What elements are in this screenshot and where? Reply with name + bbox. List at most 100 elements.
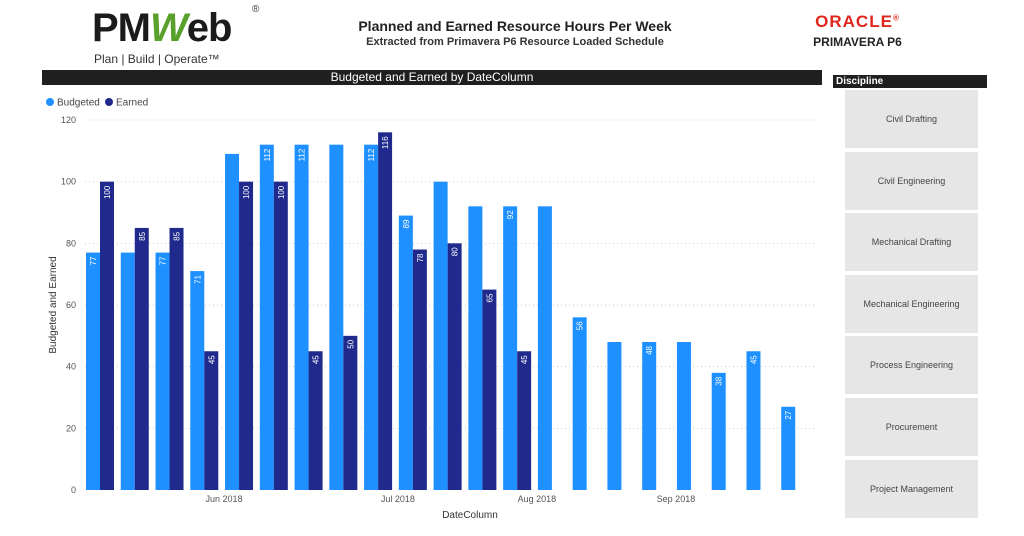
discipline-slicer-header: Discipline <box>833 75 987 88</box>
legend-budgeted-label: Budgeted <box>57 98 100 109</box>
budgeted-bar <box>433 181 448 490</box>
y-tick-label: 0 <box>71 485 76 495</box>
earned-bar <box>412 249 427 490</box>
earned-bar <box>169 227 184 490</box>
y-tick-label: 40 <box>66 362 76 372</box>
x-tick-label: Aug 2018 <box>518 494 557 504</box>
budgeted-data-label: 71 <box>193 275 202 284</box>
y-tick-label: 100 <box>61 177 76 187</box>
logo-w-text: W <box>150 6 188 50</box>
earned-bar <box>134 227 149 490</box>
budgeted-bar <box>225 153 240 490</box>
budgeted-bar <box>398 215 413 490</box>
earned-data-label: 85 <box>138 231 147 240</box>
y-tick-label: 120 <box>61 115 76 125</box>
budgeted-data-label: 45 <box>749 355 758 364</box>
earned-bar <box>447 243 462 490</box>
discipline-item[interactable]: Mechanical Engineering <box>845 274 978 333</box>
y-tick-label: 80 <box>66 238 76 248</box>
earned-data-label: 45 <box>312 355 321 364</box>
budgeted-data-label: 77 <box>89 256 98 265</box>
x-axis-label: DateColumn <box>442 510 498 521</box>
budgeted-data-label: 112 <box>263 148 272 161</box>
earned-data-label: 100 <box>103 185 112 199</box>
x-tick-label: Sep 2018 <box>657 494 696 504</box>
legend-earned-label: Earned <box>116 98 148 109</box>
budgeted-data-label: 112 <box>298 148 307 161</box>
oracle-product: PRIMAVERA P6 <box>813 35 902 49</box>
earned-bar <box>273 181 288 490</box>
earned-bar <box>517 351 532 490</box>
logo-tagline: Plan | Build | Operate™ <box>94 52 220 66</box>
budgeted-data-label: 48 <box>645 345 654 354</box>
earned-bar <box>482 289 497 490</box>
earned-bar <box>239 181 254 490</box>
budgeted-bar <box>190 271 205 490</box>
report-title: Planned and Earned Resource Hours Per We… <box>358 18 672 34</box>
budgeted-earned-chart: Budgeted Earned 0 20 40 60 80 100 120 Budgeted an… <box>46 98 815 521</box>
earned-data-label: 100 <box>242 185 251 199</box>
legend-earned-swatch <box>105 98 113 106</box>
earned-data-label: 78 <box>416 253 425 262</box>
logo-eb-text: eb <box>186 6 233 50</box>
oracle-brand-text: ORACLE <box>815 12 893 31</box>
chart-title: Budgeted and Earned by DateColumn <box>42 70 822 85</box>
legend-budgeted-swatch <box>46 98 54 106</box>
discipline-item[interactable]: Civil Engineering <box>845 151 978 210</box>
earned-data-label: 85 <box>173 231 182 240</box>
budgeted-bar <box>294 144 309 490</box>
budgeted-bar <box>711 372 726 490</box>
oracle-brand: ORACLE® <box>800 12 915 32</box>
discipline-item[interactable]: Procurement <box>845 397 978 456</box>
budgeted-bar <box>537 206 552 490</box>
discipline-item[interactable]: Civil Drafting <box>845 90 978 148</box>
budgeted-bar <box>572 317 587 490</box>
discipline-slicer: Civil Drafting Civil Engineering Mechani… <box>845 90 978 521</box>
budgeted-bar <box>676 342 691 490</box>
earned-bar <box>204 351 219 490</box>
earned-data-label: 45 <box>207 355 216 364</box>
budgeted-bar <box>259 144 274 490</box>
logo-registered-mark: ® <box>252 4 260 15</box>
budgeted-bar <box>155 252 170 490</box>
budgeted-data-label: 56 <box>576 321 585 330</box>
pmweb-logo: PMWeb ® Plan | Build | Operate™ <box>92 4 272 66</box>
report-header: Planned and Earned Resource Hours Per We… <box>300 18 730 48</box>
earned-data-label: 50 <box>346 339 355 348</box>
x-tick-label: Jun 2018 <box>206 494 243 504</box>
budgeted-data-label: 77 <box>159 256 168 265</box>
earned-data-label: 80 <box>451 247 460 256</box>
discipline-item[interactable]: Project Management <box>845 459 978 518</box>
budgeted-data-label: 27 <box>784 410 793 419</box>
discipline-item[interactable]: Mechanical Drafting <box>845 213 978 272</box>
oracle-logo: ORACLE® PRIMAVERA P6 <box>800 12 915 49</box>
budgeted-bar <box>503 206 518 490</box>
logo-pm-text: PM <box>92 6 151 50</box>
earned-data-label: 116 <box>381 136 390 149</box>
discipline-item[interactable]: Process Engineering <box>845 336 978 395</box>
earned-bar <box>343 335 358 490</box>
earned-data-label: 100 <box>277 185 286 199</box>
budgeted-data-label: 92 <box>506 210 515 219</box>
budgeted-bar <box>607 342 622 490</box>
budgeted-bar <box>120 252 135 490</box>
earned-bar <box>378 132 393 491</box>
y-axis-label: Budgeted and Earned <box>48 256 59 353</box>
budgeted-bar <box>468 206 483 490</box>
earned-data-label: 45 <box>520 355 529 364</box>
budgeted-bar <box>86 252 100 490</box>
budgeted-bar <box>781 406 796 490</box>
earned-bar <box>308 351 323 490</box>
x-tick-label: Jul 2018 <box>381 494 415 504</box>
earned-bar <box>100 181 114 490</box>
y-tick-label: 60 <box>66 300 76 310</box>
budgeted-bar <box>329 144 344 490</box>
budgeted-bar <box>642 342 657 490</box>
budgeted-data-label: 38 <box>715 376 724 385</box>
oracle-registered-mark: ® <box>892 13 900 23</box>
budgeted-data-label: 112 <box>367 148 376 161</box>
budgeted-bar <box>746 351 761 490</box>
report-subtitle: Extracted from Primavera P6 Resource Loa… <box>366 36 664 48</box>
budgeted-bar <box>364 144 379 490</box>
y-tick-label: 20 <box>66 423 76 433</box>
